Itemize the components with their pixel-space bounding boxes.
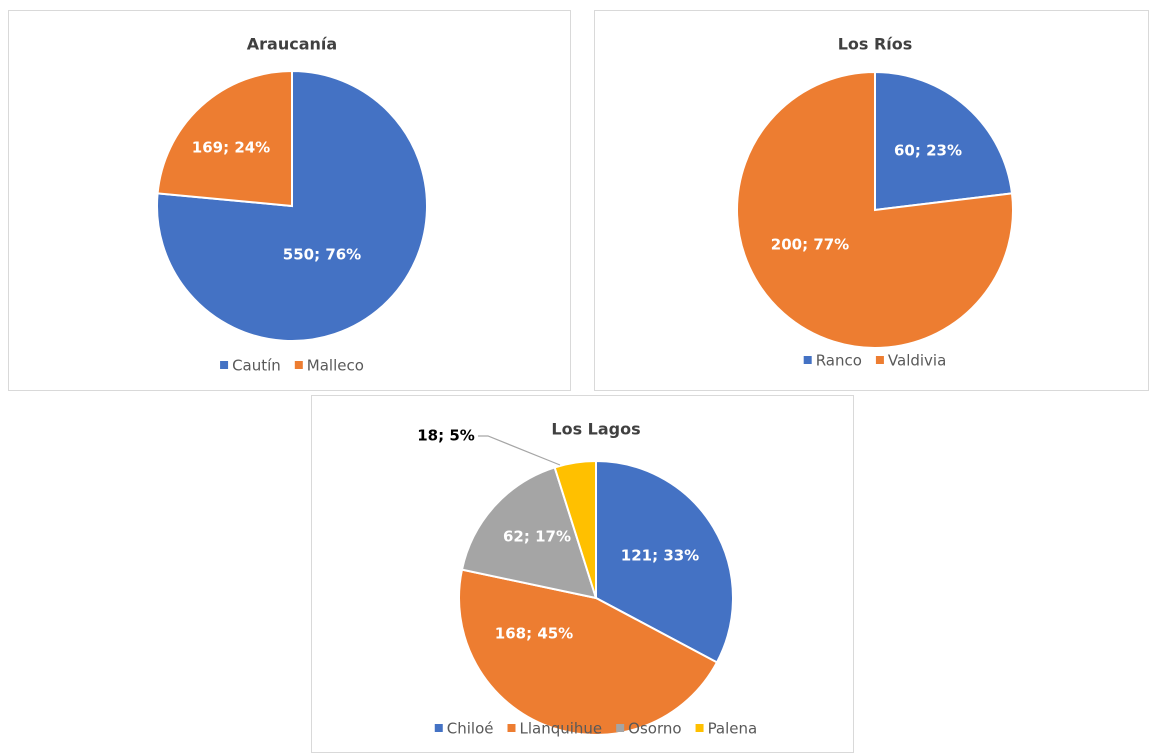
legend-swatch: [803, 356, 812, 364]
legend-swatch: [507, 724, 516, 732]
legend-swatch: [294, 361, 303, 369]
data-label: 169; 24%: [192, 139, 270, 157]
legend-label: Valdivia: [888, 352, 946, 370]
legend-swatch: [434, 724, 443, 732]
legend-label: Chiloé: [447, 720, 494, 738]
legend-swatch: [220, 361, 229, 369]
data-label: 60; 23%: [894, 142, 962, 160]
legend-swatch: [616, 724, 625, 732]
legend-swatch: [695, 724, 704, 732]
legend-label: Palena: [708, 720, 758, 738]
pie-slice: [458, 568, 719, 736]
data-label: 62; 17%: [503, 528, 571, 546]
data-label: 550; 76%: [283, 246, 361, 264]
legend-swatch: [875, 356, 884, 364]
pie-slice: [595, 459, 734, 664]
legend-label: Osorno: [628, 720, 681, 738]
legend-label: Ranco: [816, 352, 862, 370]
legend-label: Cautín: [232, 357, 281, 375]
pie-slice: [156, 69, 293, 208]
leader-line: [478, 435, 561, 466]
pie-slice: [736, 70, 1014, 349]
data-label: 121; 33%: [621, 547, 699, 565]
pie-slice: [874, 70, 1014, 212]
legend-label: Llanquihue: [520, 720, 603, 738]
pie-slice: [460, 466, 598, 600]
pie-slice: [553, 459, 597, 599]
legend-label: Malleco: [307, 357, 364, 375]
data-label: 168; 45%: [495, 625, 573, 643]
chart-title: Los Lagos: [551, 420, 640, 439]
chart-title: Araucanía: [247, 35, 337, 54]
data-label: 18; 5%: [417, 427, 475, 445]
chart-title: Los Ríos: [838, 35, 913, 54]
data-label: 200; 77%: [771, 236, 849, 254]
